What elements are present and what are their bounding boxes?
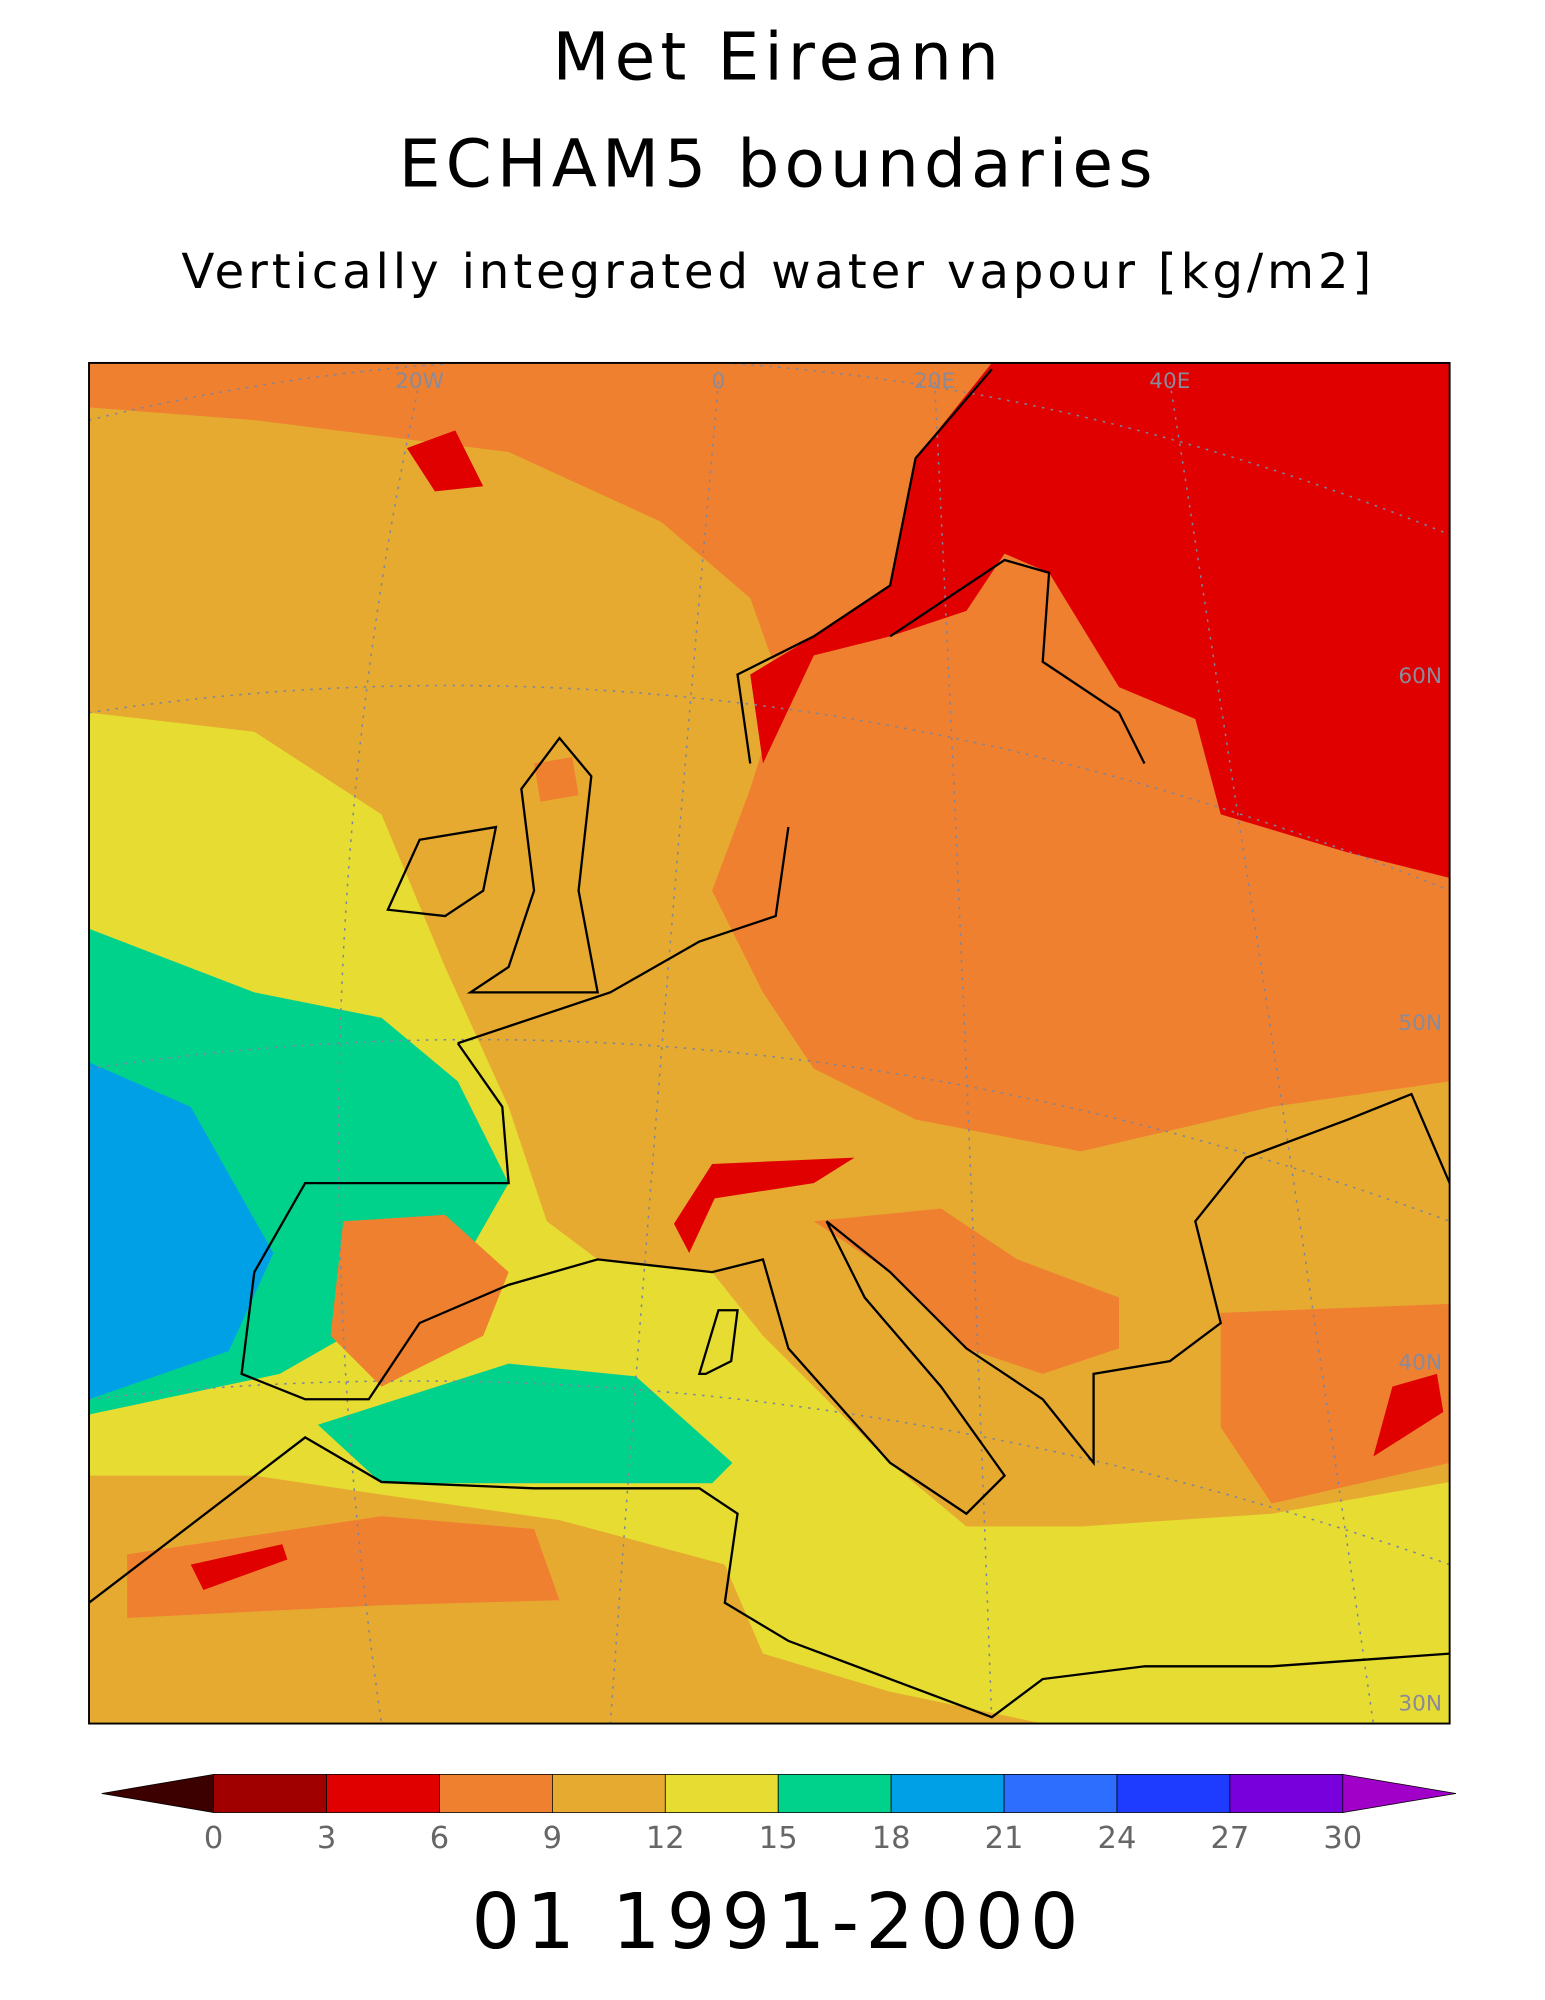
colorbar-tick-label: 15 [759, 1821, 798, 1856]
field-region [750, 362, 1450, 878]
map: 20W 0 20E 40E 60N 50N 40N 30N [88, 361, 1451, 1725]
colorbar-arrow-low [101, 1773, 215, 1814]
map-frame [88, 361, 1451, 1725]
field-region [673, 1157, 855, 1254]
colorbar-tick-label: 9 [543, 1821, 562, 1856]
period-label: 01 1991-2000 [472, 1877, 1085, 1966]
graticule [89, 362, 1450, 536]
colorbar-tick-label: 27 [1210, 1821, 1249, 1856]
field-region [89, 1062, 274, 1400]
latitude-label: 50N [1398, 1011, 1442, 1036]
coastline [825, 1092, 1450, 1467]
subtitle: ECHAM5 boundaries [399, 125, 1158, 202]
colorbar-box [890, 1774, 1005, 1813]
colorbar-box [326, 1774, 440, 1813]
graticule [337, 381, 421, 1724]
colorbar-box [1229, 1774, 1344, 1813]
colorbar-tick-label: 6 [430, 1821, 449, 1856]
longitude-label: 0 [712, 369, 726, 394]
field-region [1220, 1303, 1450, 1504]
coastline [697, 1309, 739, 1375]
coastline [466, 736, 600, 994]
field-region [127, 1516, 560, 1618]
coastline [386, 825, 498, 918]
longitude-label: 20E [914, 369, 955, 394]
field-region [1373, 1373, 1444, 1457]
field-region [330, 1214, 509, 1387]
longitude-label: 20W [395, 369, 444, 394]
colorbar-tick-label: 21 [985, 1821, 1024, 1856]
coastline [240, 1042, 1007, 1516]
coastline [89, 1436, 1450, 1719]
colorbar-tick-label: 12 [646, 1821, 685, 1856]
colorbar-box [1116, 1774, 1231, 1813]
field-region [190, 1544, 288, 1591]
colorbar-box [1003, 1774, 1118, 1813]
coastline [457, 826, 790, 1045]
coastline [736, 368, 993, 764]
field-region [534, 757, 579, 802]
colorbar-box [777, 1774, 892, 1813]
colorbar-box [664, 1774, 779, 1813]
field-region [406, 430, 484, 492]
colorbar: 0 3 6 9 12 15 18 21 24 27 30 [101, 1773, 1457, 1856]
colorbar-tick-label: 30 [1323, 1821, 1362, 1856]
latitude-label: 30N [1398, 1691, 1442, 1716]
colorbar-tick-label: 0 [204, 1821, 223, 1856]
graticule [1169, 381, 1375, 1724]
colorbar-tick-label: 3 [317, 1821, 336, 1856]
longitude-label: 40E [1149, 369, 1190, 394]
map-field [89, 362, 1450, 1724]
field-region [317, 1363, 733, 1484]
graticule [89, 1380, 1450, 1566]
colorbar-box [213, 1774, 327, 1813]
colorbar-box [552, 1774, 666, 1813]
colorbar-box [439, 1774, 553, 1813]
colorbar-tick-label: 24 [1098, 1821, 1137, 1856]
coastline [889, 558, 1146, 764]
colorbar-tick-label: 18 [872, 1821, 911, 1856]
latitude-label: 60N [1398, 664, 1442, 689]
latitude-label: 40N [1398, 1351, 1442, 1376]
field-region [813, 1208, 1120, 1374]
title: Met Eireann [552, 19, 1003, 96]
variable-label: Vertically integrated water vapour [kg/m… [181, 244, 1375, 300]
colorbar-arrow-high [1342, 1773, 1457, 1814]
